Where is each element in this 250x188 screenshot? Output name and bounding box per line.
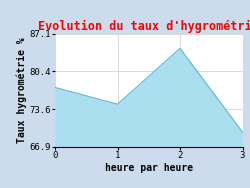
Y-axis label: Taux hygrométrie %: Taux hygrométrie % xyxy=(16,37,26,143)
Title: Evolution du taux d'hygrométrie: Evolution du taux d'hygrométrie xyxy=(38,20,250,33)
X-axis label: heure par heure: heure par heure xyxy=(105,163,193,173)
